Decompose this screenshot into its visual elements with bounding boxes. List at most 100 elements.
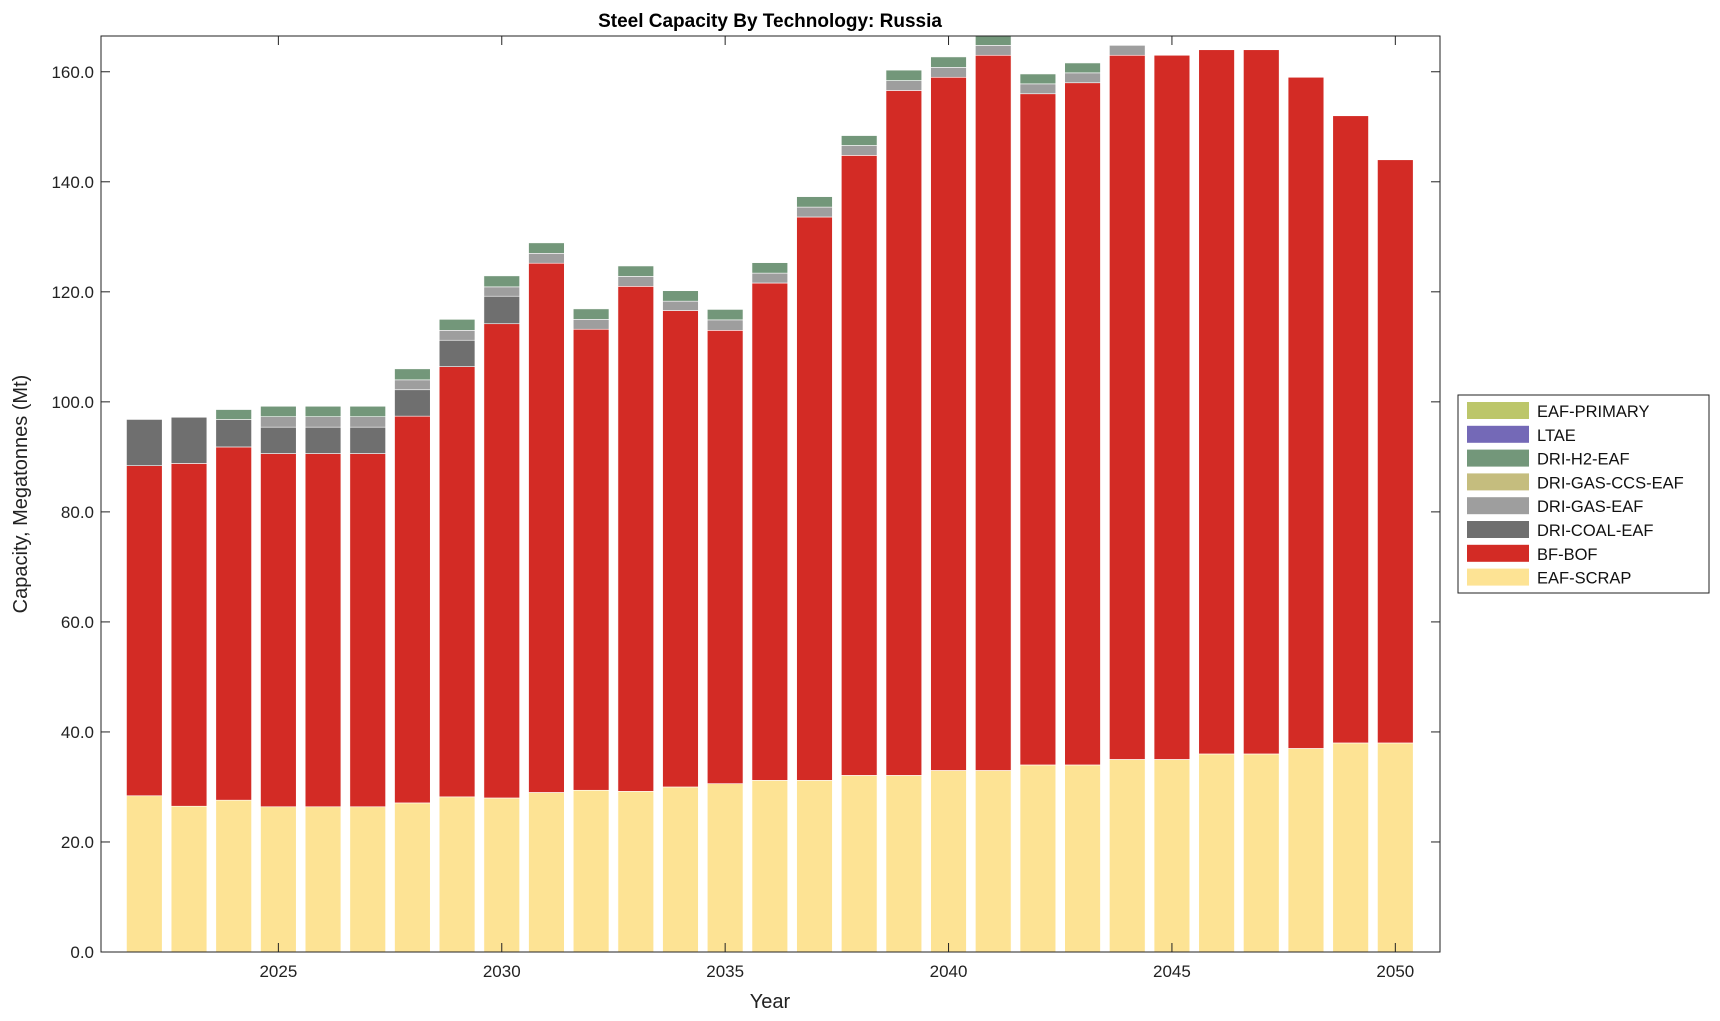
bar-segment-bf-bof-2029 [438, 366, 476, 798]
bar-segment-eaf-scrap-2037 [796, 780, 833, 952]
x-axis-label: Year [750, 991, 791, 1013]
legend-swatch-eaf-scrap [1467, 568, 1529, 586]
bar-segment-bf-bof-2036 [751, 282, 789, 781]
bar-segment-bf-bof-2023 [170, 463, 208, 807]
bar-segment-eaf-scrap-2046 [1198, 753, 1235, 952]
bar-segment-eaf-scrap-2041 [975, 770, 1012, 952]
bar-segment-bf-bof-2049 [1332, 115, 1369, 744]
bar-segment-dri-gas-eaf-2025 [260, 416, 297, 428]
bar-segment-bf-bof-2037 [796, 216, 833, 781]
bar-segment-bf-bof-2039 [885, 90, 923, 776]
bar-segment-eaf-scrap-2031 [528, 792, 565, 952]
legend-label-dri-h2-eaf: DRI-H2-EAF [1537, 451, 1630, 469]
y-tick-label: 120.0 [51, 283, 94, 302]
legend-label-eaf-scrap: EAF-SCRAP [1537, 570, 1631, 588]
bar-segment-bf-bof-2025 [260, 453, 297, 808]
bar-segment-eaf-scrap-2034 [662, 786, 699, 952]
x-tick-label: 2045 [1153, 962, 1191, 981]
legend-label-bf-bof: BF-BOF [1537, 546, 1598, 564]
bar-segment-dri-h2-eaf-2029 [438, 319, 476, 331]
x-tick-label: 2025 [259, 962, 297, 981]
bar-segment-eaf-scrap-2032 [572, 789, 610, 952]
bar-segment-eaf-scrap-2045 [1153, 759, 1191, 952]
bar-segment-dri-coal-eaf-2029 [438, 339, 476, 367]
bar-segment-dri-h2-eaf-2027 [349, 405, 386, 418]
bar-segment-dri-gas-eaf-2032 [572, 319, 610, 330]
bar-segment-bf-bof-2030 [483, 323, 520, 799]
bar-segment-dri-h2-eaf-2037 [796, 196, 833, 208]
bar-segment-dri-gas-eaf-2034 [662, 300, 699, 311]
bar-segment-dri-gas-eaf-2036 [751, 272, 789, 284]
bar-segment-dri-gas-eaf-2040 [930, 67, 967, 78]
bar-segment-dri-h2-eaf-2040 [930, 56, 967, 68]
legend-swatch-eaf-primary [1467, 402, 1529, 419]
bar-segment-dri-gas-eaf-2028 [394, 379, 431, 391]
legend: EAF-PRIMARY LTAE DRI-H2-EAF DRI-GAS-CCS-EAF… [1457, 394, 1710, 594]
legend-label-eaf-primary: EAF-PRIMARY [1537, 403, 1649, 421]
y-axis-label: Capacity, Megatonnes (Mt) [10, 375, 32, 614]
y-tick-label: 80.0 [61, 503, 94, 522]
y-tick-label: 40.0 [61, 723, 94, 742]
x-tick-label: 2040 [930, 962, 968, 981]
bar-segment-dri-h2-eaf-2031 [528, 242, 565, 254]
bar-segment-eaf-scrap-2040 [930, 770, 967, 952]
bar-segment-dri-gas-eaf-2043 [1064, 72, 1101, 84]
bar-segment-eaf-scrap-2039 [885, 775, 923, 952]
bar-segment-bf-bof-2038 [841, 155, 878, 776]
y-tick-label: 100.0 [51, 393, 94, 412]
bar-segment-dri-coal-eaf-2023 [170, 416, 208, 464]
y-tick-label: 60.0 [61, 613, 94, 632]
axes: 0.0 20.0 40.0 60.0 80.0 100.0 120.0 140.0 160.0 2… [51, 36, 1440, 981]
bar-segment-dri-h2-eaf-2032 [572, 308, 610, 320]
bar-segment-bf-bof-2043 [1064, 82, 1101, 766]
bar-segment-dri-coal-eaf-2022 [126, 419, 163, 466]
bar-segment-dri-gas-eaf-2041 [975, 45, 1012, 56]
bar-segment-dri-coal-eaf-2025 [260, 426, 297, 454]
legend-label-ltae: LTAE [1537, 427, 1576, 445]
bar-segment-bf-bof-2032 [572, 328, 610, 791]
bar-segment-bf-bof-2022 [126, 465, 163, 797]
bar-segment-dri-gas-eaf-2038 [841, 145, 878, 156]
legend-swatch-dri-coal-eaf [1467, 521, 1529, 538]
y-tick-label: 20.0 [61, 833, 94, 852]
bar-segment-dri-gas-eaf-2027 [349, 416, 386, 428]
bar-segment-dri-coal-eaf-2027 [349, 426, 386, 454]
bar-segment-bf-bof-2047 [1243, 49, 1280, 755]
bar-segment-dri-coal-eaf-2030 [483, 295, 520, 325]
bar-segment-dri-h2-eaf-2043 [1064, 62, 1101, 74]
bar-segment-eaf-scrap-2038 [841, 775, 878, 952]
bar-segment-dri-h2-eaf-2034 [662, 290, 699, 302]
bar-segment-dri-h2-eaf-2039 [885, 69, 923, 81]
bar-segment-eaf-scrap-2036 [751, 780, 789, 952]
bar-segment-dri-h2-eaf-2030 [483, 275, 520, 288]
bar-segment-bf-bof-2048 [1287, 76, 1325, 749]
bar-segment-dri-h2-eaf-2042 [1019, 73, 1057, 85]
bar-segment-eaf-scrap-2030 [483, 797, 520, 952]
bar-segment-bf-bof-2031 [528, 262, 565, 793]
bar-segment-dri-h2-eaf-2025 [260, 405, 297, 418]
bar-segment-dri-h2-eaf-2028 [394, 368, 431, 381]
bar-segment-dri-gas-eaf-2030 [483, 286, 520, 297]
plot-frame [100, 35, 1441, 953]
bar-segment-bf-bof-2042 [1019, 93, 1057, 766]
bar-segment-eaf-scrap-2033 [617, 791, 654, 952]
bar-segment-bf-bof-2034 [662, 310, 699, 788]
bar-segment-dri-gas-eaf-2026 [304, 416, 342, 428]
x-tick-label: 2050 [1376, 962, 1414, 981]
y-tick-label: 140.0 [51, 173, 94, 192]
bar-segment-eaf-scrap-2025 [260, 806, 297, 952]
bar-segment-bf-bof-2035 [706, 330, 744, 784]
bar-segment-eaf-scrap-2048 [1287, 748, 1325, 952]
bar-segment-eaf-scrap-2027 [349, 806, 386, 952]
bar-segment-dri-coal-eaf-2028 [394, 389, 431, 417]
bar-segment-eaf-scrap-2049 [1332, 742, 1369, 952]
bar-segment-bf-bof-2044 [1109, 54, 1146, 760]
bar-segment-bf-bof-2024 [215, 446, 252, 801]
bar-segment-dri-gas-eaf-2042 [1019, 83, 1057, 95]
legend-label-dri-gas-ccs-eaf: DRI-GAS-CCS-EAF [1537, 474, 1684, 492]
bars-group [126, 36, 1414, 952]
bar-segment-bf-bof-2046 [1198, 49, 1235, 755]
bar-segment-dri-gas-eaf-2033 [617, 276, 654, 287]
legend-swatch-dri-gas-ccs-eaf [1467, 473, 1529, 491]
